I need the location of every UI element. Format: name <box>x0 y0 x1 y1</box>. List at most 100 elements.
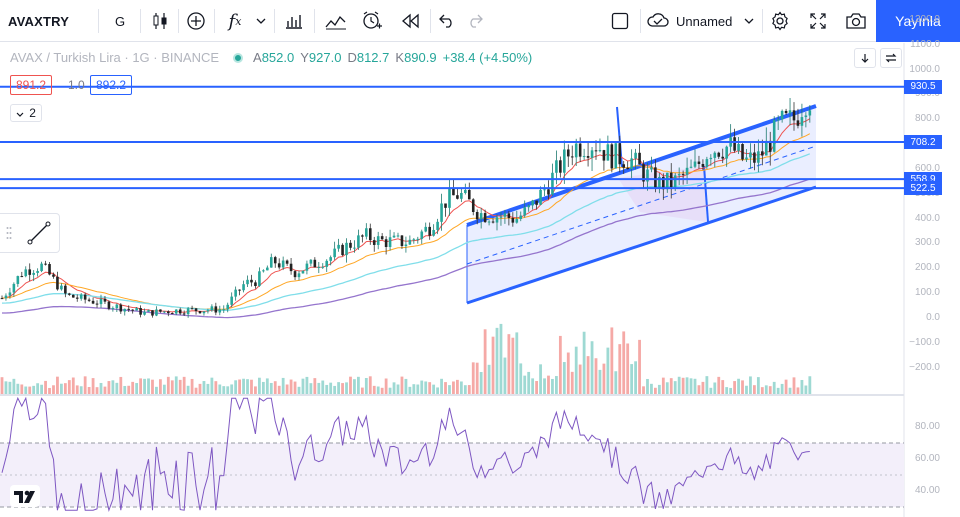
interval-button[interactable]: G <box>114 13 126 29</box>
candle-body <box>475 211 479 220</box>
candle-body <box>412 239 416 241</box>
candle-body <box>83 294 87 300</box>
volume-bar <box>353 379 356 394</box>
candle-body <box>479 213 483 220</box>
candle-body <box>95 303 99 305</box>
layout-icon[interactable] <box>606 6 634 36</box>
volume-bar <box>20 384 24 394</box>
candle-body <box>507 213 511 218</box>
candle-body <box>325 260 329 267</box>
volume-bar <box>808 376 812 394</box>
candle-body <box>757 151 760 163</box>
candle-body <box>428 226 431 236</box>
price-chart[interactable] <box>0 43 960 517</box>
candle-body <box>768 140 772 152</box>
market-status-dot[interactable] <box>233 52 244 63</box>
volume-bar <box>495 327 499 394</box>
settings-icon[interactable] <box>766 6 794 36</box>
volume-bars <box>0 323 812 394</box>
cloud-icon <box>646 12 670 31</box>
candle-body <box>495 217 499 223</box>
volume-bar <box>135 383 139 394</box>
candle-body <box>614 143 618 169</box>
candle-body <box>705 159 709 167</box>
candle-body <box>444 203 447 208</box>
volume-bar <box>349 376 352 394</box>
scale-down-icon[interactable] <box>854 48 876 68</box>
candle-body <box>262 270 265 272</box>
fullscreen-icon[interactable] <box>804 6 832 36</box>
volume-bar <box>634 361 637 394</box>
price-line-tag: 522.5 <box>904 181 942 196</box>
volume-bar <box>796 387 800 394</box>
templates-icon[interactable] <box>280 6 308 36</box>
trend-line-icon[interactable] <box>26 220 52 251</box>
volume-bar <box>289 379 293 394</box>
volume-bar <box>444 382 447 394</box>
candle-body <box>178 309 182 314</box>
volume-bar <box>115 382 119 394</box>
parallel-channel-drawing <box>466 104 817 305</box>
candle-body <box>155 309 158 316</box>
volume-bar <box>606 347 610 394</box>
candle-body <box>792 110 796 121</box>
candles-icon[interactable] <box>146 6 174 36</box>
volume-bar <box>170 380 174 394</box>
volume-bar <box>519 363 523 394</box>
volume-bar <box>697 385 701 394</box>
volume-bar <box>424 381 428 394</box>
candle-body <box>642 164 645 182</box>
symbol-title[interactable]: AVAX / Turkish Lira · 1G · BINANCE <box>10 50 220 65</box>
undo-icon[interactable] <box>434 6 460 36</box>
candle-body <box>353 247 356 249</box>
volume-bar <box>420 380 424 394</box>
candle-body <box>206 310 210 312</box>
candle-body <box>555 160 558 173</box>
volume-bar <box>206 383 210 394</box>
add-compare-icon[interactable] <box>182 6 210 36</box>
candle-body <box>800 117 804 126</box>
camera-icon[interactable] <box>842 6 870 36</box>
sell-button[interactable]: 891.2 <box>10 75 53 95</box>
candle-body <box>214 306 218 313</box>
symbol-search-button[interactable]: AVAXTRY <box>8 13 70 29</box>
rsi-axis-label: 80.00 <box>914 421 940 432</box>
indicators-toggle[interactable]: 2 <box>10 104 42 122</box>
auto-scale-icon[interactable] <box>880 48 902 68</box>
candle-body <box>32 272 35 275</box>
candle-body <box>630 158 633 170</box>
redo-icon[interactable] <box>462 6 488 36</box>
replay-icon[interactable] <box>396 6 424 36</box>
candle-body <box>79 294 83 299</box>
volume-bar <box>67 380 71 394</box>
price-axis-label: 0.0 <box>926 312 940 323</box>
candle-body <box>40 263 43 272</box>
candle-body <box>305 263 309 271</box>
volume-bar <box>186 385 190 394</box>
chart-type-icon[interactable] <box>322 6 350 36</box>
volume-bar <box>622 331 626 394</box>
volume-bar <box>456 379 459 394</box>
alert-icon[interactable] <box>358 6 386 36</box>
candle-body <box>491 221 495 223</box>
chevron-down-icon[interactable] <box>740 6 758 36</box>
buy-button[interactable]: 892.2 <box>90 75 133 95</box>
chevron-down-icon[interactable] <box>252 6 270 36</box>
volume-bar <box>261 381 265 394</box>
volume-bar <box>0 377 4 394</box>
candle-body <box>535 200 538 205</box>
high-label: Y <box>300 50 309 65</box>
drag-handle-icon[interactable] <box>6 226 12 245</box>
toolbar-divider <box>274 9 275 33</box>
candle-body <box>741 143 744 160</box>
candle-body <box>242 284 245 291</box>
tradingview-logo-icon[interactable] <box>10 485 40 507</box>
candle-body <box>570 156 574 158</box>
volume-bar <box>277 385 281 394</box>
price-axis-label: 1100.0 <box>910 38 940 50</box>
candle-body <box>301 270 305 274</box>
publish-button[interactable]: Yayınla <box>876 0 960 42</box>
layout-name-button[interactable]: Unnamed <box>646 6 756 36</box>
candle-body <box>400 235 404 247</box>
